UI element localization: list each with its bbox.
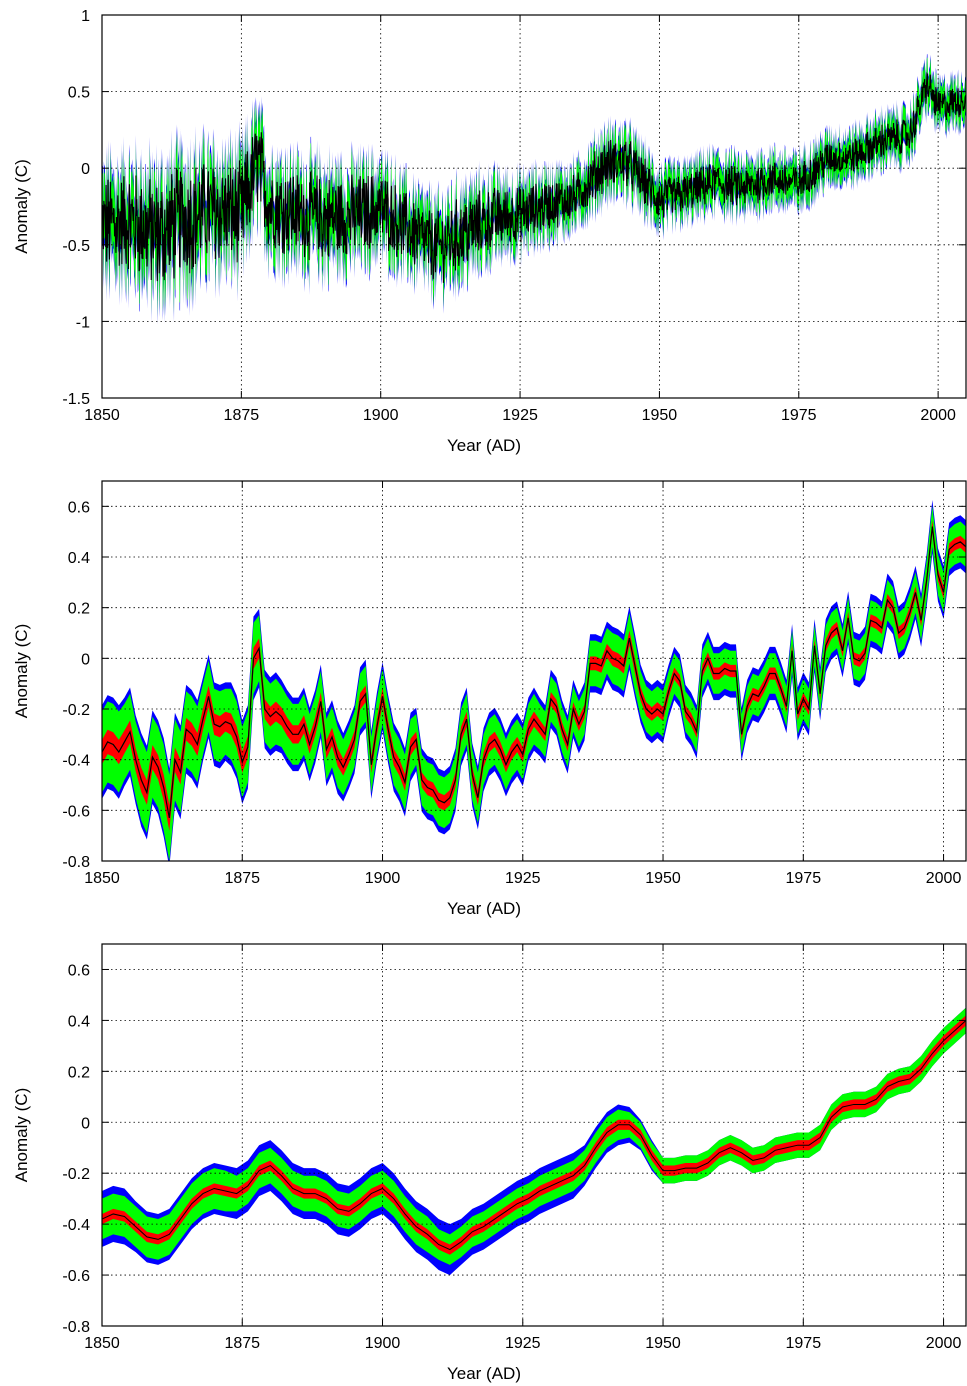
y-tick-label: -0.2 <box>62 702 90 719</box>
x-tick-label: 1850 <box>84 870 120 887</box>
y-tick-label: 0.6 <box>68 499 90 516</box>
y-tick-label: 1 <box>81 8 90 25</box>
y-axis-label: Anomaly (C) <box>12 1088 31 1182</box>
plot-area <box>102 500 966 861</box>
plot-frame <box>101 14 967 399</box>
x-tick-label: 1950 <box>645 870 681 887</box>
y-tick-label: 0 <box>81 161 90 178</box>
y-tick-label: -0.6 <box>62 1268 90 1285</box>
panel-monthly: 1850 1875 1900 1925 1950 1975 2000 -1.5 -1 -0.5 0 0… <box>12 8 967 455</box>
x-tick-label: 1950 <box>645 1335 681 1352</box>
x-tick-label: 1975 <box>786 1335 822 1352</box>
y-tick-label: 0.2 <box>68 1064 90 1081</box>
x-tick-label: 1850 <box>84 407 120 424</box>
uncertainty-band-mid <box>102 57 966 317</box>
x-tick-label: 2000 <box>926 870 962 887</box>
x-tick-label: 2000 <box>926 1335 962 1352</box>
uncertainty-band-mid <box>102 506 966 861</box>
y-tick-label: -1 <box>76 314 90 331</box>
plot-frame <box>101 480 967 862</box>
uncertainty-band-inner <box>102 520 966 831</box>
x-tick-label: 1950 <box>642 407 678 424</box>
x-tick-label: 1900 <box>363 407 399 424</box>
y-tick-label: 0.4 <box>68 1013 90 1030</box>
y-tick-label: 0.4 <box>68 550 90 567</box>
x-tick-label: 1925 <box>505 1335 541 1352</box>
uncertainty-band-outer <box>102 53 966 325</box>
y-axis-label: Anomaly (C) <box>12 159 31 253</box>
y-tick-label: 0.5 <box>68 85 90 102</box>
y-tick-label: -0.6 <box>62 803 90 820</box>
y-tick-label: 0.6 <box>68 962 90 979</box>
y-tick-label: -0.4 <box>62 753 90 770</box>
x-tick-label: 1900 <box>365 1335 401 1352</box>
x-tick-label: 1925 <box>505 870 541 887</box>
uncertainty-band-outer <box>102 1007 966 1276</box>
x-tick-label: 1875 <box>224 407 260 424</box>
x-axis-label: Year (AD) <box>447 899 521 918</box>
x-tick-label: 1850 <box>84 1335 120 1352</box>
y-tick-label: 0.2 <box>68 601 90 618</box>
y-tick-label: 0 <box>81 1115 90 1132</box>
uncertainty-band-mid <box>102 1007 966 1265</box>
uncertainty-band-inner <box>102 1015 966 1255</box>
x-tick-label: 1900 <box>365 870 401 887</box>
y-tick-label: -0.5 <box>62 238 90 255</box>
y-tick-label: 0 <box>81 651 90 668</box>
x-tick-label: 1875 <box>224 870 260 887</box>
x-tick-label: 1875 <box>224 1335 260 1352</box>
y-axis-label: Anomaly (C) <box>12 624 31 718</box>
x-tick-label: 1975 <box>786 870 822 887</box>
x-tick-label: 1925 <box>502 407 538 424</box>
y-tick-label: -0.4 <box>62 1217 90 1234</box>
panel-smoothed: 1850 1875 1900 1925 1950 1975 2000 -0.8 -0.6 -0.4… <box>12 943 967 1383</box>
x-axis-label: Year (AD) <box>447 436 521 455</box>
y-tick-label: -0.2 <box>62 1166 90 1183</box>
uncertainty-band-outer <box>102 500 966 861</box>
x-tick-label: 1975 <box>781 407 817 424</box>
series-line-center <box>102 526 966 819</box>
y-tick-label: -0.8 <box>62 854 90 871</box>
panel-annual: 1850 1875 1900 1925 1950 1975 2000 -0.8 -0.6 -0.4… <box>12 480 967 918</box>
plot-area <box>102 1007 966 1276</box>
plot-area <box>102 53 966 325</box>
y-tick-label: -1.5 <box>62 391 90 408</box>
plot-frame <box>101 943 967 1327</box>
y-tick-label: -0.8 <box>62 1319 90 1336</box>
series-line-center <box>102 71 966 283</box>
x-tick-label: 2000 <box>920 407 956 424</box>
series-line-center <box>102 1020 966 1251</box>
x-axis-label: Year (AD) <box>447 1364 521 1383</box>
